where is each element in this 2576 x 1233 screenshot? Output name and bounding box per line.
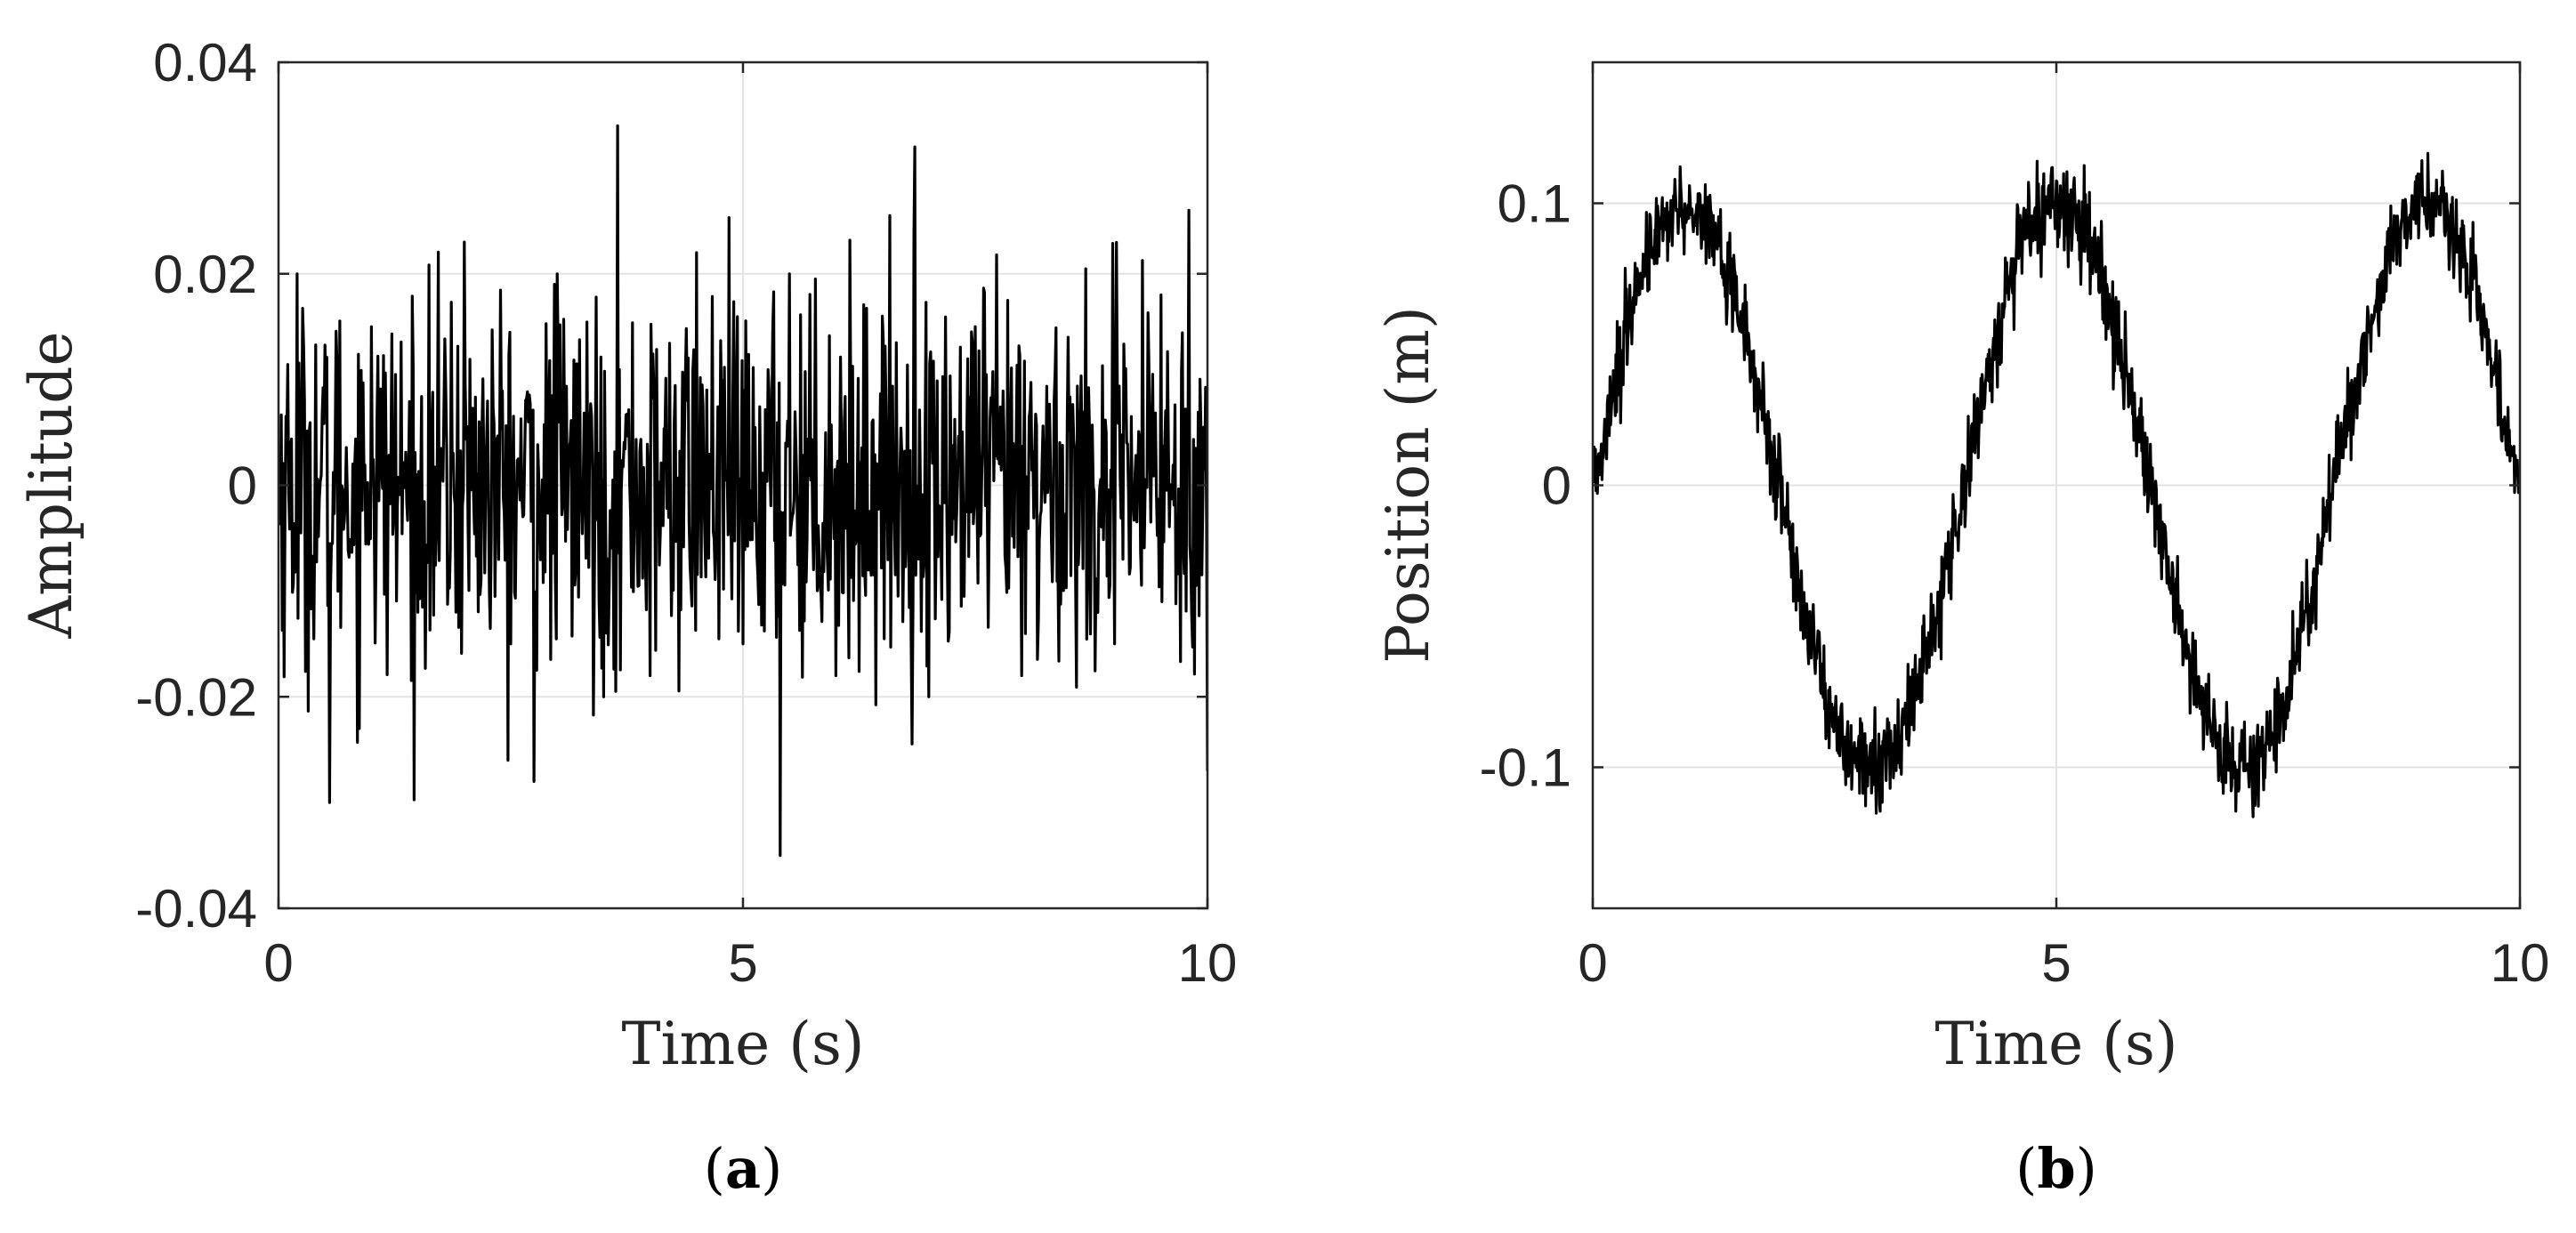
x-tick-label: 10: [2491, 933, 2550, 993]
x-tick-label: 0: [1578, 933, 1607, 993]
x-tick-label: 5: [2041, 933, 2071, 993]
panel-a: 0 5 10 -0.04 -0.02 0 0.02 0.04 Time (s) Amplitude…: [17, 33, 1237, 1201]
panel-b: 0 5 10 -0.1 0 0.1 Time (s) Position (m) (b): [1374, 60, 2550, 1201]
x-axis-label: Time (s): [1934, 1010, 2177, 1078]
series-line: [279, 124, 1207, 858]
panel-label: (a): [704, 1136, 783, 1201]
y-axis-label: Position (m): [1374, 306, 1442, 663]
y-tick-label: -0.04: [135, 879, 257, 939]
x-tick-label: 10: [1178, 933, 1238, 993]
x-tick-label: 0: [263, 933, 293, 993]
y-axis-label: Amplitude: [17, 331, 85, 639]
y-tick-label: 0.04: [153, 33, 257, 93]
y-tick-label: -0.1: [1480, 738, 1571, 798]
y-tick-label: 0: [228, 456, 257, 516]
y-tick-label: 0.02: [153, 245, 257, 304]
panel-label: (b): [2015, 1136, 2097, 1201]
y-tick-label: 0.1: [1498, 174, 1571, 234]
x-tick-label: 5: [728, 933, 757, 993]
y-tick-label: -0.02: [135, 667, 257, 727]
y-tick-label: 0: [1542, 456, 1571, 516]
x-axis-label: Time (s): [621, 1010, 864, 1078]
series-line: [1593, 151, 2520, 818]
